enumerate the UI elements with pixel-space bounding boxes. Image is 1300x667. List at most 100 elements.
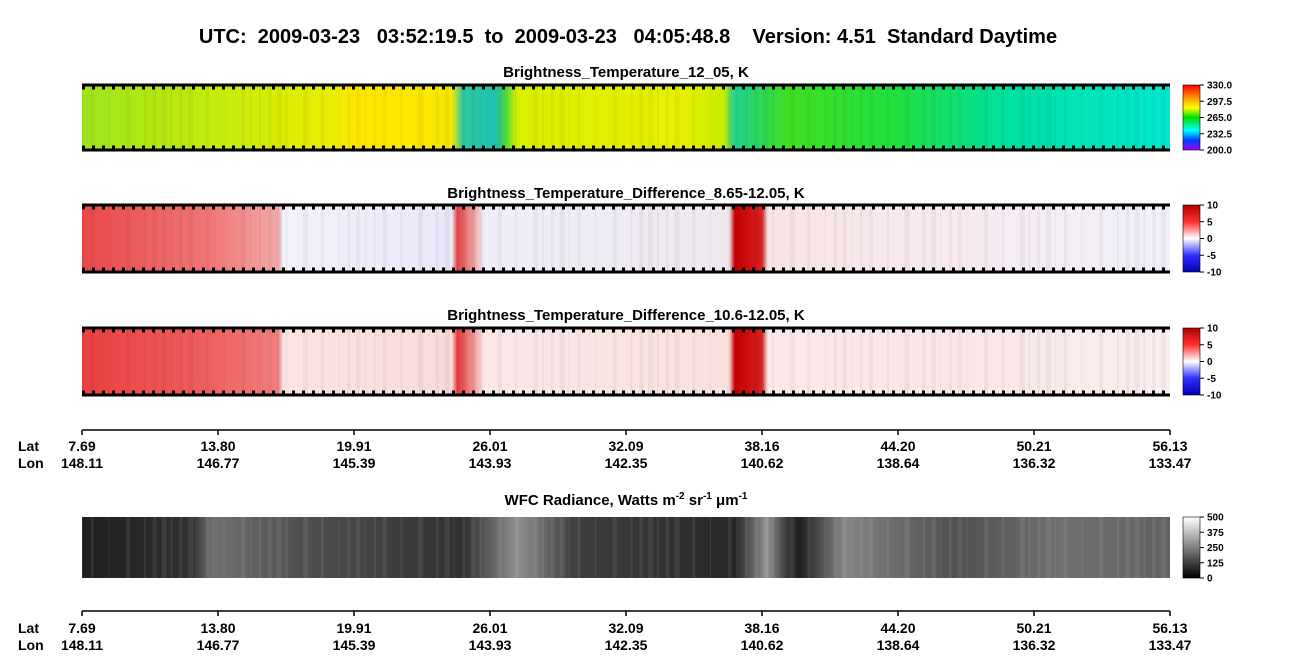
swath-texture (338, 85, 340, 150)
swath-texture (710, 328, 711, 395)
title-part: -2 (676, 491, 685, 502)
swath-texture (223, 517, 225, 578)
swath-texture (356, 328, 361, 395)
swath-texture (152, 205, 157, 272)
swath-texture (400, 517, 403, 578)
swath-texture (692, 85, 696, 150)
lon-tick-label: 138.64 (877, 637, 920, 653)
swath-texture (347, 328, 351, 395)
colorbar-tick-label: 0 (1207, 234, 1213, 245)
swath-texture (754, 328, 759, 395)
swath-texture (1125, 517, 1130, 578)
lon-tick-label: 148.11 (61, 637, 103, 653)
swath-texture (807, 328, 811, 395)
swath-texture (515, 205, 518, 272)
swath-texture (1055, 328, 1056, 395)
lat-tick-label: 32.09 (608, 620, 643, 636)
swath-texture (851, 85, 853, 150)
title-part: -1 (739, 491, 748, 502)
swath-texture (179, 205, 183, 272)
swath-texture (205, 517, 209, 578)
colorbar-tick-label: -5 (1207, 374, 1216, 385)
swath-texture (1161, 328, 1167, 395)
colorbar-tick-label: 375 (1207, 528, 1224, 539)
swath-texture (533, 205, 539, 272)
swath-texture (1099, 328, 1104, 395)
swath-texture (152, 328, 157, 395)
swath-texture (789, 85, 795, 150)
swath-texture (851, 205, 853, 272)
swath-texture (382, 517, 387, 578)
colorbar-tick-label: 232.5 (1207, 129, 1232, 140)
swath-texture (435, 85, 439, 150)
swath-texture (241, 85, 246, 150)
swath-texture (241, 517, 246, 578)
swath-texture (1161, 85, 1167, 150)
lon-tick-label: 133.47 (1149, 455, 1192, 471)
swath-texture (630, 328, 633, 395)
swath-texture (400, 85, 403, 150)
swath-texture (205, 328, 209, 395)
swath-texture (1037, 205, 1041, 272)
swath-texture (126, 517, 131, 578)
title-part: -1 (703, 491, 712, 502)
swath-texture (400, 328, 403, 395)
swath-texture (922, 205, 926, 272)
swath-texture (161, 328, 167, 395)
swath-texture (763, 517, 769, 578)
swath-texture (347, 517, 351, 578)
swath-texture (462, 205, 466, 272)
colorbar (1182, 84, 1201, 151)
swath-texture (789, 328, 795, 395)
swath-texture (1152, 517, 1156, 578)
swath-texture (223, 328, 225, 395)
lat-tick-label: 26.01 (472, 620, 507, 636)
swath-texture (577, 517, 581, 578)
title-part: sr (685, 492, 704, 509)
swath-texture (648, 85, 654, 150)
swath-texture (763, 328, 769, 395)
swath-texture (674, 328, 680, 395)
swath-texture (418, 205, 424, 272)
swath-texture (674, 205, 680, 272)
swath-texture (886, 85, 889, 150)
swath-texture (462, 517, 466, 578)
swath-texture (931, 205, 937, 272)
swath-texture (754, 517, 759, 578)
swath-texture (418, 517, 424, 578)
swath-texture (126, 85, 131, 150)
swath-texture (710, 205, 711, 272)
swath-texture (736, 205, 738, 272)
swath-texture (108, 517, 110, 578)
swath-texture (948, 328, 952, 395)
swath-texture (957, 205, 962, 272)
swath-texture (365, 85, 366, 150)
swath-texture (285, 517, 288, 578)
swath-texture (1116, 205, 1119, 272)
lat-tick-label: 44.20 (880, 438, 915, 454)
lon-tick-label: 146.77 (197, 637, 240, 653)
lat-tick-label: 38.16 (744, 620, 779, 636)
lat-tick-label: 56.13 (1152, 620, 1187, 636)
swath-texture (771, 85, 774, 150)
swath-texture (276, 85, 282, 150)
swath-texture (984, 517, 989, 578)
lat-tick-label: 26.01 (472, 438, 507, 454)
swath-texture (656, 328, 659, 395)
swath-image (82, 205, 1170, 272)
swath-texture (161, 205, 167, 272)
swath-texture (550, 205, 554, 272)
lat-tick-label: 50.21 (1016, 438, 1051, 454)
swath-texture (1143, 517, 1146, 578)
swath-texture (365, 205, 366, 272)
swath-texture (860, 517, 863, 578)
swath-texture (648, 517, 654, 578)
colorbar-tick-label: -5 (1207, 251, 1216, 262)
swath-texture (108, 85, 110, 150)
colorbar (1182, 204, 1201, 273)
swath-texture (869, 205, 874, 272)
swath-texture (745, 85, 748, 150)
swath-texture (356, 517, 361, 578)
title-part: μm (712, 492, 739, 509)
swath-texture (1028, 205, 1031, 272)
